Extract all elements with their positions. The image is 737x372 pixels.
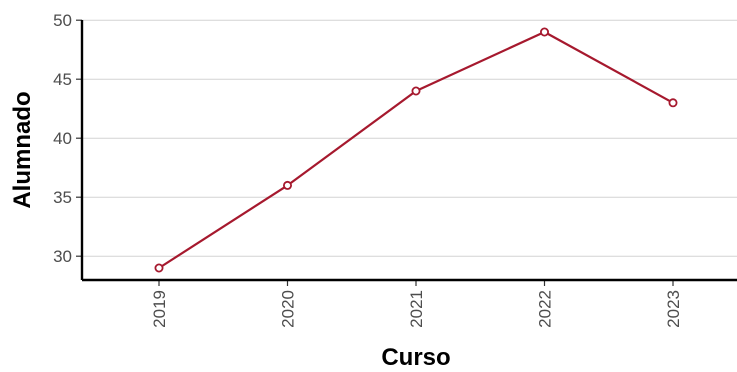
data-point-2021 xyxy=(411,86,421,96)
y-tick-label-45: 45 xyxy=(53,70,72,89)
y-tick-label-50: 50 xyxy=(53,11,72,30)
x-tick-label-2019: 2019 xyxy=(150,290,169,328)
y-axis-ticks: 30 35 40 45 50 xyxy=(53,11,82,266)
y-axis-title: Alumnado xyxy=(9,91,36,208)
y-tick-label-40: 40 xyxy=(53,129,72,148)
data-point-2019 xyxy=(154,263,164,273)
x-tick-label-2023: 2023 xyxy=(664,290,683,328)
series-line-0 xyxy=(158,30,674,269)
x-axis-title: Curso xyxy=(381,344,450,371)
y-tick-label-30: 30 xyxy=(53,247,72,266)
gridlines xyxy=(82,19,737,257)
x-tick-label-2021: 2021 xyxy=(407,290,426,328)
x-tick-label-2020: 2020 xyxy=(279,290,298,328)
x-tick-label-2022: 2022 xyxy=(536,290,555,328)
data-point-2020 xyxy=(282,180,292,190)
data-point-2023 xyxy=(668,98,678,108)
series-layer xyxy=(154,27,678,273)
data-point-2022 xyxy=(540,27,550,37)
x-axis-ticks: 2019 2020 2021 2022 2023 xyxy=(150,280,683,328)
y-tick-label-35: 35 xyxy=(53,188,72,207)
